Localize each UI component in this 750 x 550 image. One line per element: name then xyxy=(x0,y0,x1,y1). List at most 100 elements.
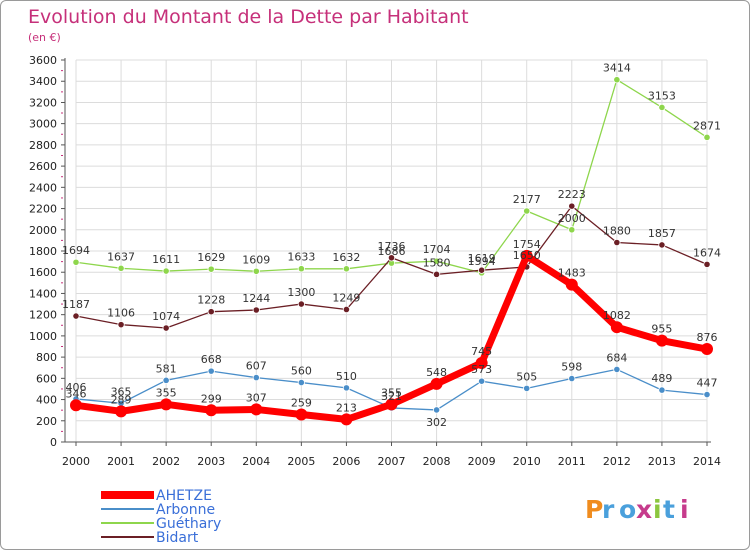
y-tick-label: 200 xyxy=(36,415,57,428)
point-ahetze xyxy=(475,356,488,369)
point-arbonne xyxy=(703,390,711,399)
point-ahetze xyxy=(701,343,713,356)
point-guethary xyxy=(207,265,215,273)
point-guethary xyxy=(72,258,80,266)
data-label-bidart: 1857 xyxy=(648,227,676,240)
legend-label-bidart: Bidart xyxy=(156,530,199,546)
x-tick-label: 2000 xyxy=(62,455,90,468)
point-guethary xyxy=(297,265,305,273)
point-ahetze xyxy=(565,278,578,291)
data-label-guethary: 2000 xyxy=(558,212,586,225)
point-ahetze xyxy=(295,408,308,421)
axes: 0 200 400 600 800 1000 1200 1400 1600 1800 2000 220… xyxy=(29,54,721,468)
point-ahetze xyxy=(430,377,443,390)
point-ahetze xyxy=(115,405,128,418)
point-arbonne xyxy=(252,373,260,382)
point-bidart xyxy=(72,312,80,320)
data-label-arbonne: 668 xyxy=(201,353,222,366)
x-tick-label: 2001 xyxy=(107,455,135,468)
y-tick-label: 1400 xyxy=(29,287,57,300)
data-label-bidart: 2223 xyxy=(558,188,586,201)
data-label-ahetze: 259 xyxy=(291,397,312,410)
data-label-arbonne: 302 xyxy=(426,416,447,429)
data-label-ahetze: 876 xyxy=(697,331,718,344)
point-bidart xyxy=(252,306,260,314)
logo-letter: i xyxy=(680,495,689,524)
y-tick-label: 3400 xyxy=(29,75,57,88)
point-bidart xyxy=(613,238,621,247)
data-label-guethary: 1609 xyxy=(242,253,270,266)
data-label-ahetze: 299 xyxy=(201,392,222,405)
logo-letter: o xyxy=(619,495,636,524)
point-bidart xyxy=(207,308,215,316)
data-label-arbonne: 447 xyxy=(697,377,718,390)
data-label-guethary: 1633 xyxy=(287,251,315,264)
x-tick-label: 2002 xyxy=(152,455,180,468)
data-label-guethary: 1611 xyxy=(152,253,180,266)
data-label-guethary: 1637 xyxy=(107,250,135,263)
x-tick-label: 2014 xyxy=(693,455,721,468)
point-arbonne xyxy=(658,386,666,394)
data-label-guethary: 1629 xyxy=(197,251,225,264)
y-tick-label: 1200 xyxy=(29,309,57,322)
point-guethary xyxy=(162,267,170,275)
point-bidart xyxy=(342,305,351,314)
point-ahetze xyxy=(655,334,668,347)
point-bidart xyxy=(568,202,576,210)
point-ahetze xyxy=(385,398,398,411)
point-guethary xyxy=(117,264,125,272)
data-label-guethary: 3153 xyxy=(648,89,676,102)
data-label-ahetze: 1754 xyxy=(513,238,541,251)
data-label-bidart: 1106 xyxy=(107,307,135,320)
point-guethary xyxy=(342,265,351,273)
chart-title: Evolution du Montant de la Dette par Hab… xyxy=(28,6,469,28)
point-bidart xyxy=(703,260,711,268)
data-label-bidart: 1619 xyxy=(468,252,496,265)
y-tick-label: 0 xyxy=(50,436,57,449)
logo-letter: P xyxy=(585,495,603,524)
y-tick-label: 2000 xyxy=(29,224,57,237)
point-arbonne xyxy=(568,374,576,383)
legend-label-guethary: Guéthary xyxy=(156,516,221,532)
y-tick-label: 600 xyxy=(36,372,57,385)
data-label-ahetze: 307 xyxy=(246,391,267,404)
data-label-arbonne: 510 xyxy=(336,370,357,383)
y-tick-label: 1000 xyxy=(29,330,57,343)
data-label-bidart: 1300 xyxy=(287,286,315,299)
point-arbonne xyxy=(297,378,305,387)
data-label-bidart: 1880 xyxy=(603,225,631,238)
data-label-ahetze: 955 xyxy=(651,323,672,336)
point-ahetze xyxy=(520,249,533,262)
y-tick-label: 2400 xyxy=(29,181,57,194)
point-ahetze xyxy=(160,398,173,411)
data-label-bidart: 1244 xyxy=(242,292,270,305)
point-bidart xyxy=(432,270,441,278)
y-tick-label: 1800 xyxy=(29,245,57,258)
data-label-arbonne: 560 xyxy=(291,365,312,378)
point-bidart xyxy=(162,324,170,332)
x-tick-label: 2006 xyxy=(332,455,360,468)
x-tick-label: 2009 xyxy=(468,455,496,468)
y-tick-label: 800 xyxy=(36,351,57,364)
data-label-guethary: 1632 xyxy=(332,251,360,264)
y-tick-label: 2600 xyxy=(29,160,57,173)
data-label-arbonne: 684 xyxy=(606,351,627,364)
data-label-ahetze: 355 xyxy=(381,386,402,399)
logo-letter: r xyxy=(602,495,615,524)
data-label-guethary: 2177 xyxy=(513,193,541,206)
point-guethary xyxy=(703,133,711,141)
x-tick-label: 2010 xyxy=(513,455,541,468)
data-label-ahetze: 745 xyxy=(471,345,492,358)
data-label-guethary: 1686 xyxy=(378,245,406,258)
point-bidart xyxy=(658,241,666,249)
y-tick-label: 3600 xyxy=(29,54,57,67)
point-ahetze xyxy=(70,399,82,412)
proxiti-logo: Pr o x i t i xyxy=(585,495,689,524)
x-tick-label: 2004 xyxy=(242,455,270,468)
data-label-arbonne: 489 xyxy=(651,372,672,385)
data-label-arbonne: 365 xyxy=(111,385,132,398)
data-label-bidart: 1580 xyxy=(423,256,451,269)
y-tick-label: 1600 xyxy=(29,266,57,279)
